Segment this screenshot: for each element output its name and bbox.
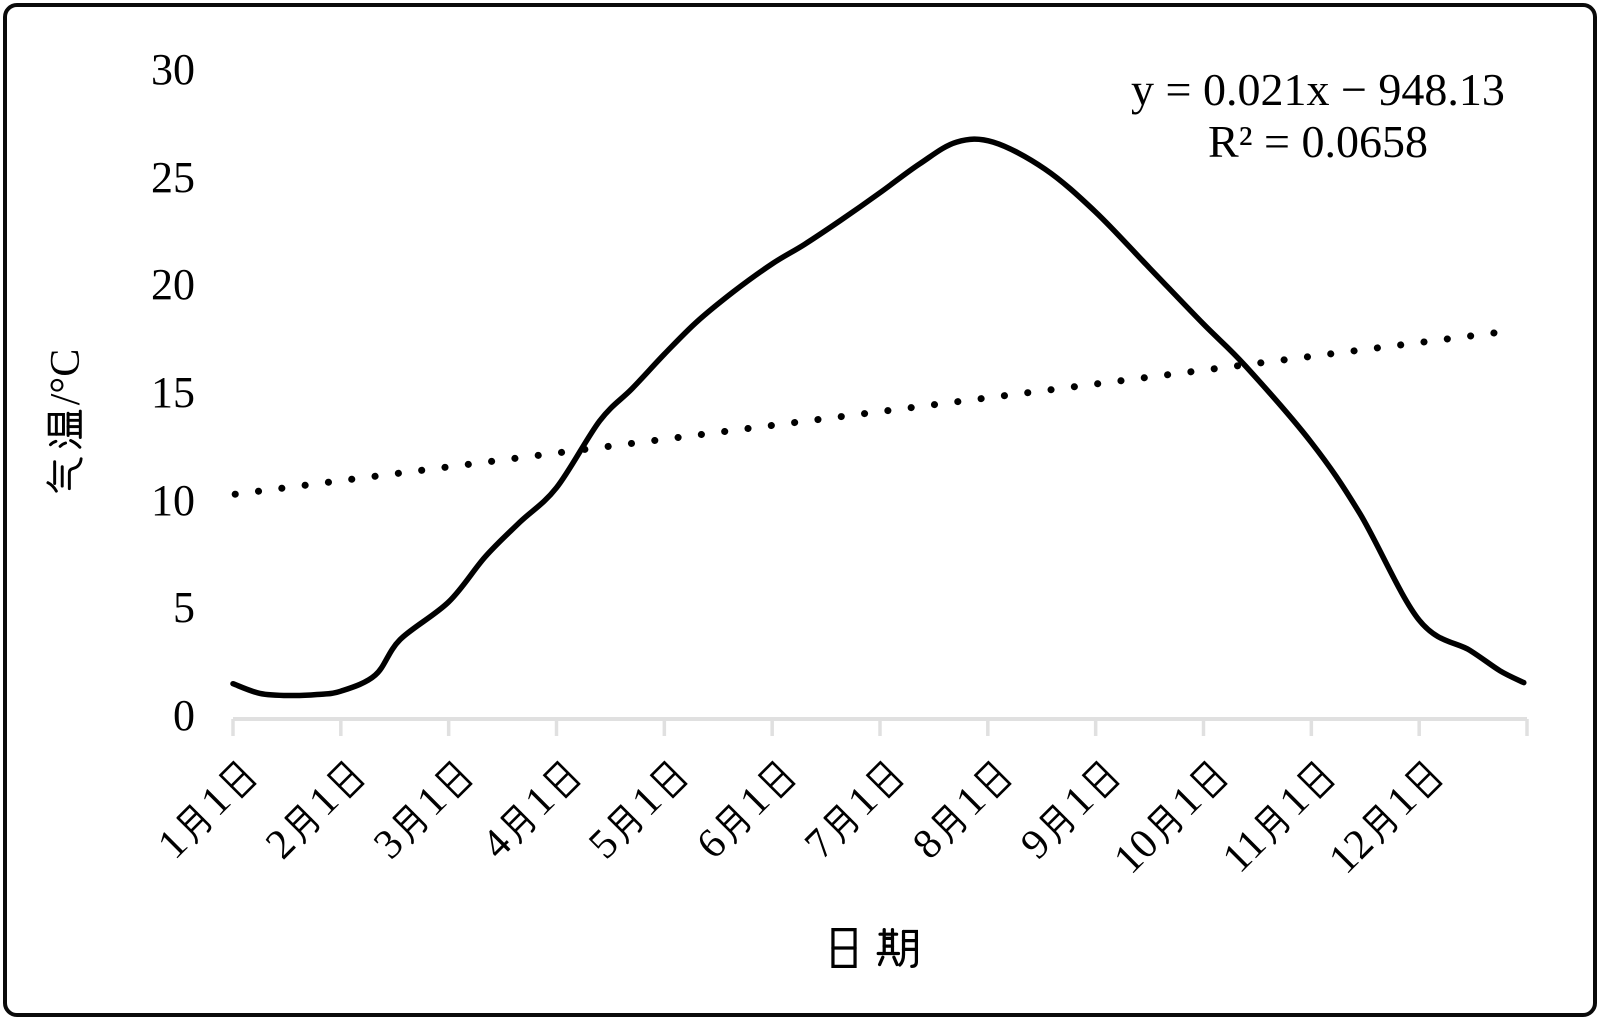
y-tick-label: 0 — [173, 691, 195, 740]
x-tick-label: 12 1 — [1321, 752, 1452, 883]
cjk-glyph — [649, 760, 689, 799]
cjk-glyph — [1039, 804, 1074, 845]
y-tick-label: 25 — [151, 152, 195, 202]
cjk-glyph — [47, 409, 82, 449]
y-tick-label: 15 — [151, 368, 195, 417]
label-text: /°C — [43, 348, 89, 406]
cjk-glyph — [931, 804, 967, 845]
cjk-glyph — [1254, 804, 1290, 845]
temperature-curve — [230, 136, 1527, 699]
trendline-equation-line: y = 0.021x − 948.13 — [1131, 64, 1505, 115]
y-tick-label: 5 — [173, 583, 195, 633]
cjk-glyph — [607, 804, 643, 845]
cjk-glyph — [876, 927, 919, 969]
cjk-glyph — [500, 804, 535, 845]
cjk-glyph — [326, 760, 365, 799]
y-tick-label: 30 — [151, 45, 195, 94]
cjk-glyph — [218, 760, 257, 799]
y-tick-label: 20 — [151, 260, 195, 310]
cjk-glyph — [823, 804, 859, 845]
cjk-glyph — [284, 804, 320, 845]
cjk-glyph — [1081, 760, 1120, 799]
cjk-glyph — [1362, 804, 1398, 845]
cjk-glyph — [176, 804, 212, 845]
y-axis-title: /°C — [43, 337, 89, 509]
cjk-glyph — [865, 760, 904, 799]
x-tick-label: 10 1 — [1105, 752, 1236, 883]
cjk-glyph — [1404, 760, 1443, 799]
cjk-glyph — [1189, 760, 1228, 799]
x-tick-label: 11 1 — [1214, 752, 1344, 882]
cjk-glyph — [542, 760, 581, 799]
cjk-glyph — [1147, 804, 1182, 845]
cjk-glyph — [715, 804, 751, 845]
y-tick-label: 10 — [151, 475, 195, 525]
cjk-glyph — [973, 760, 1012, 799]
cjk-glyph — [434, 760, 473, 799]
cjk-glyph — [392, 804, 427, 845]
trendline-dotted — [231, 327, 1517, 498]
cjk-glyph — [757, 760, 796, 799]
cjk-glyph — [1296, 760, 1336, 799]
cjk-glyph — [46, 457, 83, 493]
cjk-glyph — [831, 927, 857, 969]
trendline-r-squared: R² = 0.0658 — [1208, 116, 1428, 167]
trendline-equation: y = 0.021x − 948.13 R² = 0.0658 — [1098, 64, 1538, 168]
x-axis-title — [806, 925, 936, 971]
